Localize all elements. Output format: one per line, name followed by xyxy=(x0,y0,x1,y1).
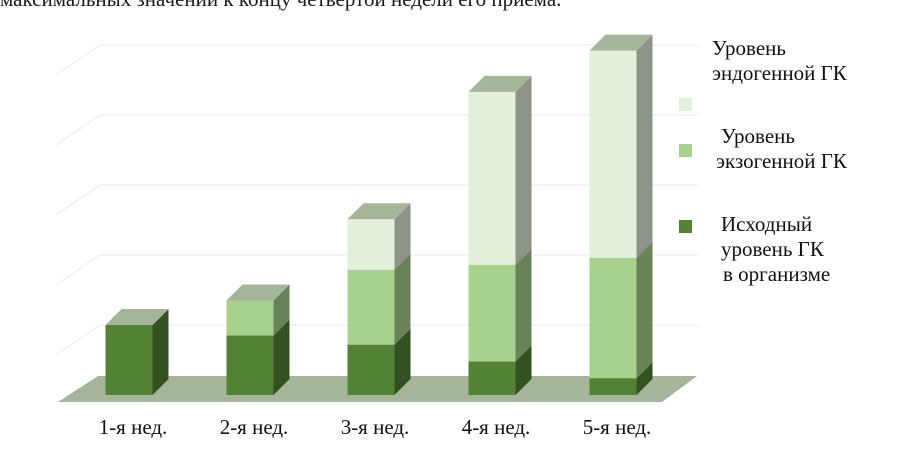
bar-3-series-3 xyxy=(347,219,395,270)
gridline-side-3 xyxy=(55,184,101,216)
bar-2-top xyxy=(226,284,290,301)
bar-4-series-3 xyxy=(468,91,516,265)
bar-4-series-2-side xyxy=(515,248,532,362)
bar-3-series-1-side xyxy=(394,328,411,395)
x-tick-labels: 1-я нед. 2-я нед. 3-я нед. 4-я нед. 5-я нед. xyxy=(99,415,652,439)
bar-3-series-3-side xyxy=(394,203,411,270)
legend-swatch-2 xyxy=(679,144,692,157)
bar-stack-1 xyxy=(105,309,169,395)
gridline-side-1 xyxy=(55,324,101,356)
bar-3-series-2-side xyxy=(394,253,411,345)
bar-5-top xyxy=(589,34,653,51)
bar-stack-2 xyxy=(226,284,290,395)
x-tick-label-3: 3-я нед. xyxy=(341,415,410,439)
bar-4-series-1 xyxy=(468,361,516,395)
bar-2-series-2-side xyxy=(273,284,290,336)
bar-3-series-1 xyxy=(347,344,395,395)
legend-label-2: Уровень экзогенной ГК xyxy=(716,124,847,173)
bar-5-series-1-side xyxy=(636,362,653,395)
bar-3-top xyxy=(347,203,411,220)
bar-5-series-2 xyxy=(589,257,637,379)
legend-label-1: Исходный уровень ГК в организме xyxy=(721,212,831,286)
gridline-side-5 xyxy=(55,44,101,76)
bar-2-series-1 xyxy=(226,335,274,395)
gridline-side-2 xyxy=(55,254,101,286)
legend-swatch-1 xyxy=(679,220,692,233)
bar-4-series-2 xyxy=(468,264,516,362)
legend-swatch-3 xyxy=(679,98,692,111)
bar-stack-4 xyxy=(468,75,532,395)
bar-5-series-2-side xyxy=(636,241,653,379)
gridline-side-4 xyxy=(55,114,101,146)
bar-stack-3 xyxy=(347,203,411,395)
top-caption: максимальных значений к концу четвертой … xyxy=(0,0,922,17)
bar-5-series-3-side xyxy=(636,34,653,258)
x-tick-label-1: 1-я нед. xyxy=(99,415,168,439)
x-tick-label-2: 2-я нед. xyxy=(220,415,289,439)
bar-stack-5 xyxy=(589,34,653,395)
x-tick-label-4: 4-я нед. xyxy=(462,415,531,439)
bar-2-series-2 xyxy=(226,300,274,336)
bar-2-series-1-side xyxy=(273,319,290,395)
x-tick-label-5: 5-я нед. xyxy=(583,415,652,439)
bars xyxy=(105,34,653,395)
bar-4-series-1-side xyxy=(515,345,532,395)
legend-label-3: Уровень эндогенной ГК xyxy=(712,36,847,85)
bar-1-top xyxy=(105,309,169,325)
bar-1-series-1-side xyxy=(152,309,169,395)
bar-5-series-1 xyxy=(589,378,637,395)
bar-4-series-3-side xyxy=(515,75,532,265)
bar-4-top xyxy=(468,75,532,92)
bar-1-series-1 xyxy=(105,325,153,395)
bar-5-series-3 xyxy=(589,50,637,258)
bar-3-series-2 xyxy=(347,269,395,345)
